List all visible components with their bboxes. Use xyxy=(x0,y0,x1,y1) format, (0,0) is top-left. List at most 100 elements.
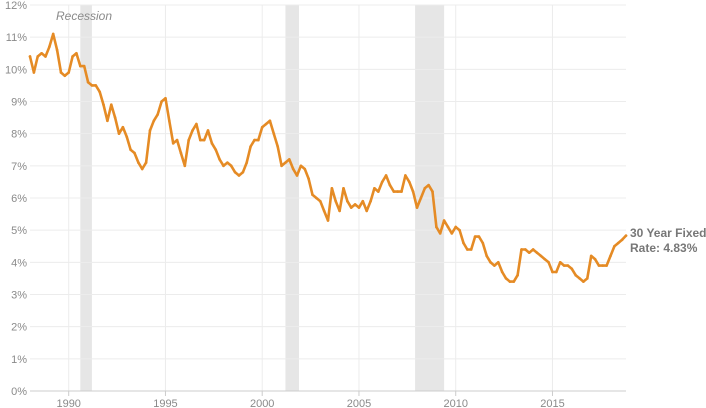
data-point xyxy=(75,51,78,55)
data-point xyxy=(423,187,427,190)
data-point xyxy=(55,48,59,52)
data-point xyxy=(342,187,345,190)
data-point xyxy=(334,199,338,203)
data-point xyxy=(86,80,90,84)
data-point xyxy=(555,270,558,274)
data-point xyxy=(63,74,67,78)
data-point xyxy=(125,135,129,139)
data-point xyxy=(229,164,233,168)
data-point xyxy=(431,190,434,193)
y-tick-label: 11% xyxy=(6,32,27,44)
data-point xyxy=(369,199,372,203)
x-tick-label: 1995 xyxy=(153,398,177,408)
data-point xyxy=(524,248,527,251)
data-point xyxy=(117,132,121,135)
data-point xyxy=(233,170,237,174)
data-point xyxy=(415,206,419,209)
data-point xyxy=(315,196,318,200)
data-point xyxy=(582,280,585,283)
data-point xyxy=(148,129,152,132)
y-tick-label: 2% xyxy=(11,322,27,334)
data-point xyxy=(152,119,156,123)
data-point xyxy=(191,129,194,132)
data-point xyxy=(206,129,210,132)
y-tick-label: 7% xyxy=(11,161,27,173)
data-point xyxy=(36,55,40,58)
data-point xyxy=(109,103,113,107)
data-point xyxy=(616,241,620,245)
data-point xyxy=(516,273,519,277)
data-point xyxy=(458,228,461,232)
data-point xyxy=(589,254,593,258)
data-point xyxy=(353,203,357,206)
data-point xyxy=(287,158,291,161)
data-point xyxy=(299,164,303,168)
data-point xyxy=(175,138,179,142)
data-point xyxy=(241,170,245,174)
data-point xyxy=(543,257,547,261)
data-point xyxy=(171,142,175,145)
data-point xyxy=(500,270,504,274)
data-point xyxy=(574,273,577,277)
data-point xyxy=(562,264,566,267)
data-point xyxy=(520,248,523,251)
data-point xyxy=(493,264,496,267)
y-tick-label: 10% xyxy=(5,64,27,76)
y-tick-label: 3% xyxy=(11,290,27,302)
x-tick-label: 2000 xyxy=(250,398,274,408)
data-point xyxy=(183,164,187,168)
data-point xyxy=(113,116,117,119)
data-point xyxy=(222,164,225,168)
data-point xyxy=(226,161,229,164)
data-point xyxy=(346,199,349,203)
y-tick-label: 9% xyxy=(11,97,27,109)
data-point xyxy=(129,148,132,152)
end-label-line2: Rate: 4.83% xyxy=(630,241,698,255)
y-tick-label: 6% xyxy=(11,193,27,205)
data-point xyxy=(51,32,55,36)
data-point xyxy=(179,151,183,155)
series-line xyxy=(28,32,628,283)
data-point xyxy=(198,138,202,142)
data-point xyxy=(570,267,574,271)
data-point xyxy=(504,277,508,280)
data-point xyxy=(140,167,144,171)
data-point xyxy=(307,177,310,180)
data-point xyxy=(202,138,206,142)
data-point xyxy=(48,45,51,49)
data-point xyxy=(276,145,279,148)
data-point xyxy=(535,251,539,254)
data-point xyxy=(303,167,307,171)
x-tick-label: 1990 xyxy=(56,398,80,408)
data-point xyxy=(264,122,268,126)
data-point xyxy=(168,119,171,123)
data-point xyxy=(624,234,628,237)
y-tick-label: 8% xyxy=(11,129,27,141)
y-tick-label: 1% xyxy=(11,354,27,366)
data-point xyxy=(156,113,160,116)
data-point xyxy=(527,251,531,254)
data-point xyxy=(396,190,399,193)
data-point xyxy=(489,261,492,264)
y-axis-tick-labels: 0% 1% 2% 3% 4% 5% 6% 7% 8% 9% 10% 11% 12% xyxy=(5,0,27,398)
data-point xyxy=(547,261,550,264)
data-point xyxy=(67,71,71,74)
data-point xyxy=(597,264,601,267)
data-point xyxy=(98,90,101,94)
data-point xyxy=(558,261,562,264)
data-point xyxy=(404,174,407,177)
data-point xyxy=(79,64,82,68)
data-point xyxy=(44,55,47,58)
data-point xyxy=(268,119,272,123)
data-point xyxy=(291,167,295,171)
data-point xyxy=(481,241,485,245)
x-tick-label: 2015 xyxy=(540,398,564,408)
data-point xyxy=(218,158,221,161)
data-point xyxy=(71,55,74,58)
data-point xyxy=(311,193,314,197)
data-point xyxy=(585,277,589,280)
data-point xyxy=(361,199,365,203)
data-point xyxy=(380,180,384,184)
data-point xyxy=(496,261,500,264)
data-point xyxy=(40,51,43,55)
